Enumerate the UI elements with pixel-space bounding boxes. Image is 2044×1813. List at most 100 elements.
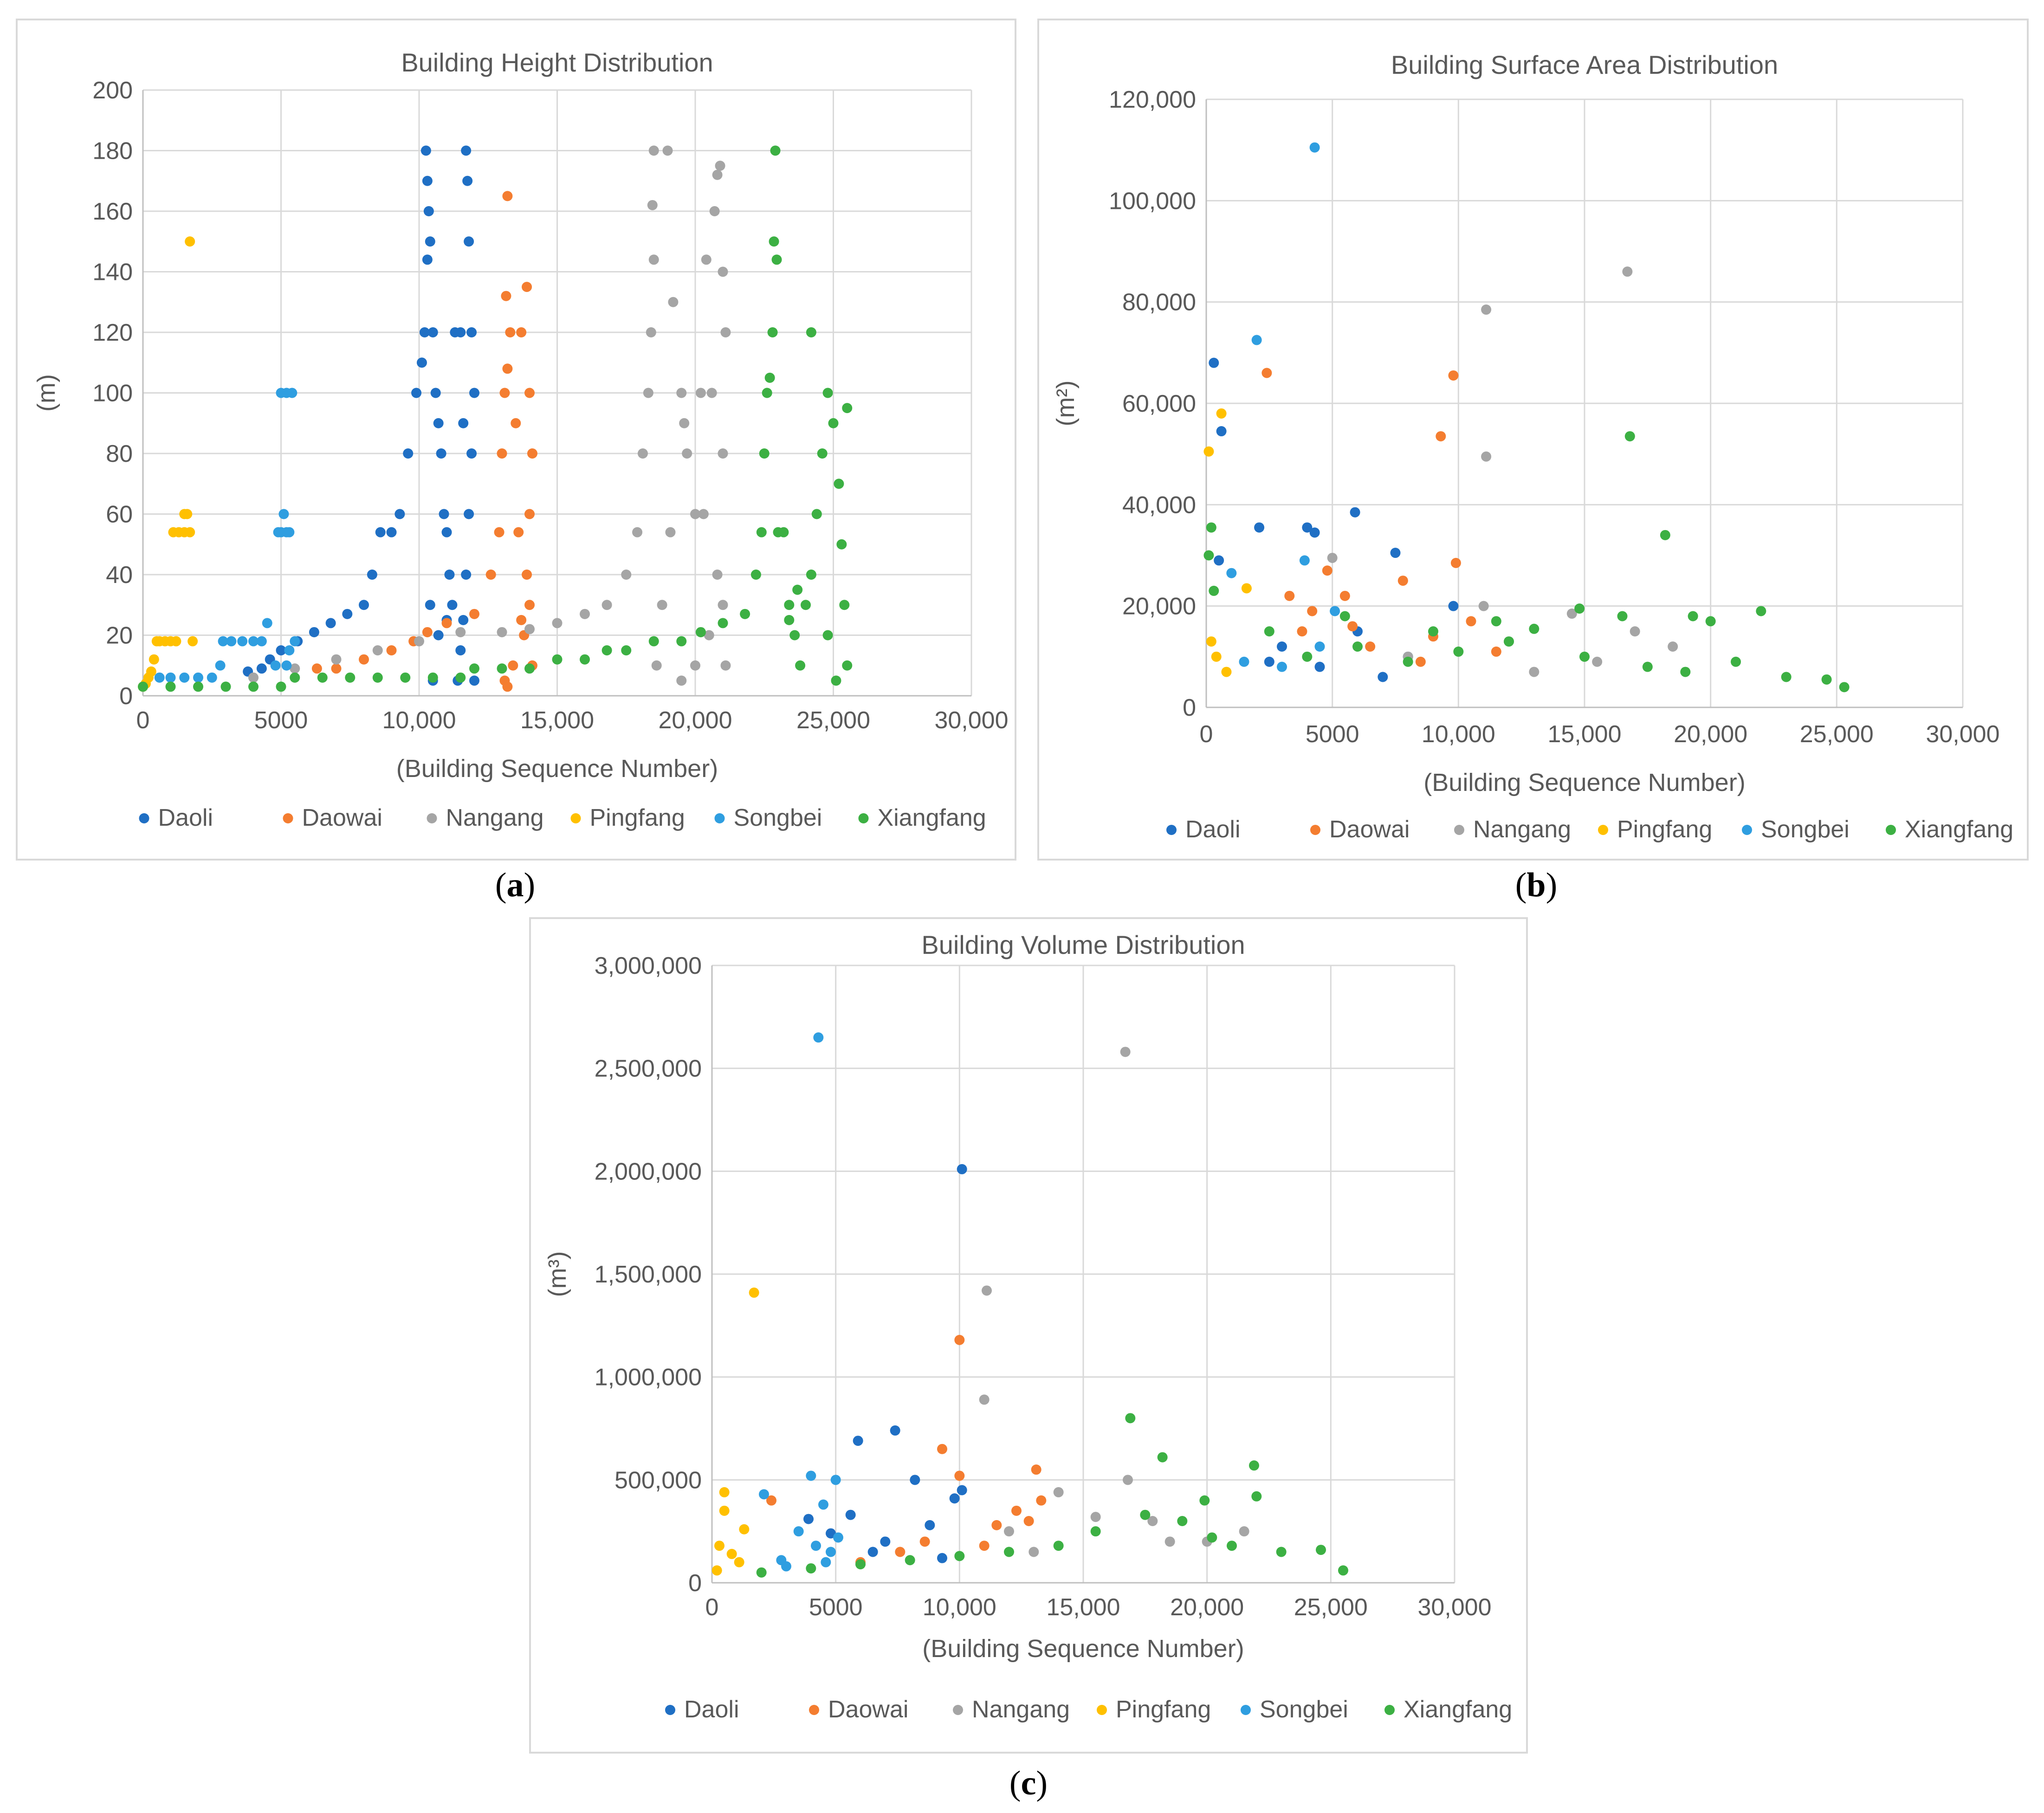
x-tick-label: 15,000	[1547, 721, 1621, 748]
data-point-xiangfang	[1617, 611, 1628, 622]
height-chart: Building Height Distribution 0 20 40 60 80 100…	[32, 48, 1009, 831]
data-point-daoli	[1314, 661, 1325, 672]
data-point-daoli	[1390, 548, 1401, 558]
data-point-xiangfang	[1660, 530, 1670, 540]
legend-marker-songbei	[1241, 1705, 1251, 1715]
data-point-daoli	[367, 570, 377, 580]
data-point-xiangfang	[836, 539, 847, 550]
data-point-daoli	[949, 1493, 960, 1504]
chart-panel-surface-area: Building Surface Area Distribution 0 20,00…	[1037, 19, 2029, 861]
data-point-nangang	[679, 418, 690, 428]
data-point-nangang	[690, 509, 700, 519]
data-point-nangang	[1481, 304, 1492, 315]
data-point-nangang	[701, 254, 712, 265]
data-point-daoli	[890, 1425, 900, 1436]
y-tick-label: 140	[92, 259, 133, 286]
data-point-nangang	[651, 660, 662, 671]
data-point-daoli	[1209, 357, 1219, 368]
data-point-daowai	[1036, 1495, 1047, 1506]
data-point-xiangfang	[621, 645, 632, 656]
data-point-songbei	[1251, 335, 1262, 345]
data-point-xiangfang	[1157, 1452, 1168, 1463]
data-point-xiangfang	[455, 672, 466, 683]
data-point-xiangfang	[784, 600, 795, 610]
x-tick-label: 30,000	[1417, 1594, 1491, 1621]
data-point-nangang	[709, 206, 720, 216]
y-tick-label: 0	[119, 683, 133, 710]
legend-label-daoli: Daoli	[1185, 816, 1241, 843]
data-point-xiangfang	[1251, 1491, 1262, 1502]
data-point-nangang	[637, 448, 648, 459]
data-point-xiangfang	[740, 609, 750, 619]
data-point-nangang	[1566, 609, 1577, 619]
y-tick-label: 3,000,000	[595, 952, 702, 979]
data-point-daowai	[937, 1444, 947, 1454]
data-point-nangang	[1004, 1526, 1014, 1537]
data-point-nangang	[1668, 641, 1678, 652]
data-point-daowai	[1415, 656, 1426, 667]
legend-marker-nangang	[1454, 825, 1464, 835]
y-tick-label: 100	[92, 380, 133, 407]
data-point-xiangfang	[580, 654, 590, 665]
data-point-nangang	[552, 618, 563, 628]
data-point-xiangfang	[1302, 651, 1313, 662]
data-point-nangang	[602, 600, 612, 610]
data-point-xiangfang	[762, 388, 772, 398]
data-point-songbei	[248, 636, 259, 647]
data-point-daowai	[311, 663, 322, 674]
data-point-daoli	[910, 1475, 920, 1485]
legend-label-songbei: Songbei	[1260, 1696, 1348, 1723]
data-point-daoli	[462, 175, 473, 186]
data-point-nangang	[1147, 1516, 1158, 1526]
data-point-nangang	[648, 145, 659, 156]
data-point-nangang	[1090, 1512, 1101, 1522]
data-point-daoli	[1448, 601, 1459, 611]
data-point-xiangfang	[427, 672, 438, 683]
data-point-songbei	[290, 636, 300, 647]
data-point-daoli	[461, 145, 472, 156]
data-point-daoli	[1277, 641, 1287, 652]
data-point-daowai	[502, 681, 513, 692]
data-point-daowai	[1450, 557, 1461, 568]
data-point-nangang	[647, 200, 658, 210]
data-point-daowai	[527, 448, 537, 459]
data-point-xiangfang	[1276, 1547, 1287, 1557]
data-point-xiangfang	[648, 636, 659, 647]
data-point-daowai	[1347, 621, 1358, 632]
data-point-nangang	[982, 1285, 992, 1296]
data-point-xiangfang	[789, 630, 800, 641]
data-point-daowai	[441, 618, 452, 628]
data-point-xiangfang	[806, 1563, 816, 1573]
data-point-xiangfang	[1574, 603, 1585, 614]
data-point-daowai	[1365, 641, 1376, 652]
data-point-daoli	[957, 1485, 967, 1496]
legend-label-daowai: Daowai	[302, 804, 382, 831]
y-tick-label: 2,000,000	[595, 1158, 702, 1185]
data-point-daoli	[342, 609, 353, 619]
data-point-xiangfang	[1821, 674, 1832, 685]
legend-marker-pingfang	[570, 813, 581, 823]
data-point-daowai	[1322, 565, 1332, 576]
data-point-nangang	[706, 388, 717, 398]
data-point-nangang	[1239, 1526, 1249, 1537]
data-point-daowai	[502, 191, 513, 201]
data-point-daowai	[513, 527, 524, 537]
data-point-nangang	[1123, 1475, 1133, 1485]
data-point-daoli	[422, 254, 433, 265]
data-point-nangang	[715, 161, 725, 171]
data-point-xiangfang	[801, 600, 811, 610]
data-point-pingfang	[182, 509, 193, 519]
legend-label-xiangfang: Xiangfang	[1404, 1696, 1512, 1723]
data-point-nangang	[580, 609, 590, 619]
data-point-songbei	[270, 660, 281, 671]
legend-marker-daoli	[1166, 825, 1177, 835]
data-point-pingfang	[1216, 408, 1227, 419]
data-point-pingfang	[726, 1548, 737, 1559]
chart-title: Building Height Distribution	[401, 48, 713, 77]
data-point-xiangfang	[1688, 611, 1698, 622]
data-point-xiangfang	[855, 1559, 866, 1570]
data-point-daoli	[464, 509, 474, 519]
data-point-songbei	[806, 1470, 816, 1481]
data-point-xiangfang	[718, 618, 728, 628]
data-point-daoli	[803, 1514, 814, 1524]
